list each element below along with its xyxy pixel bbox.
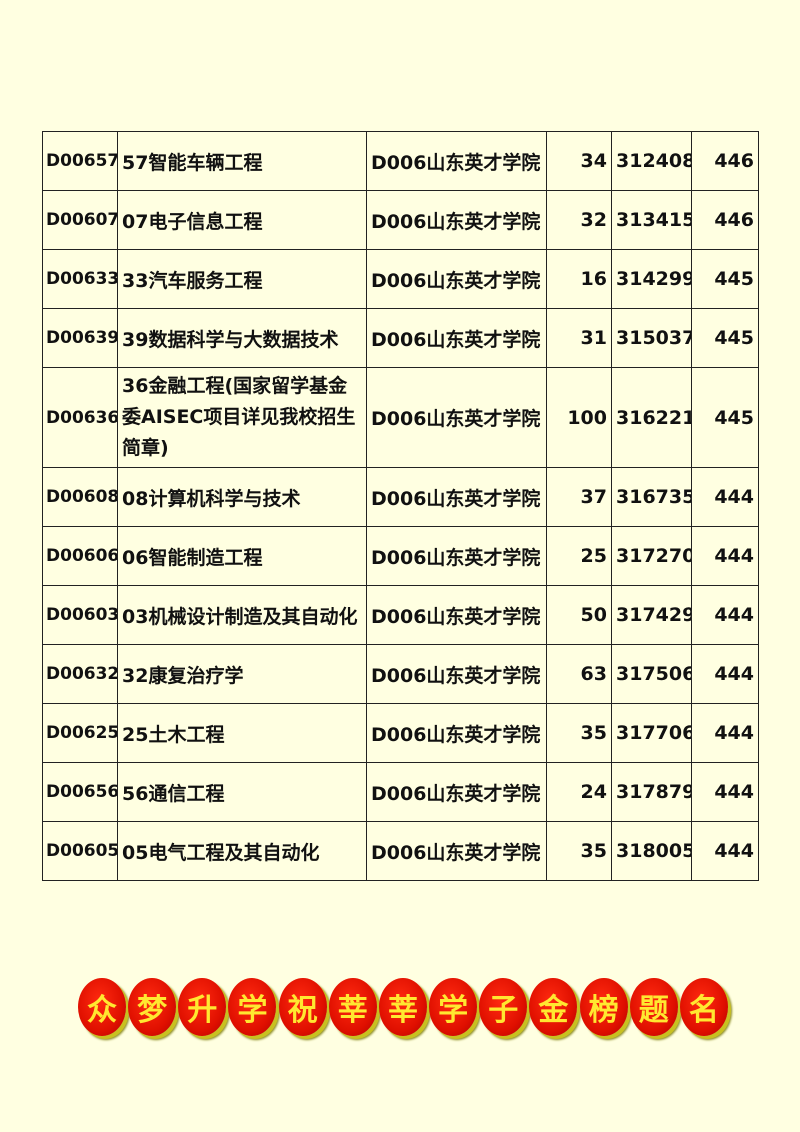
admission-table: D00657 57智能车辆工程 D006山东英才学院 34 312408 446 D0060… (42, 131, 759, 881)
major-cell: 32康复治疗学 (117, 644, 367, 704)
banner-char-coin: 升 (178, 978, 227, 1036)
major-cell: 03机械设计制造及其自动化 (117, 585, 367, 645)
major-cell: 33汽车服务工程 (117, 249, 367, 309)
code-cell: D00632 (42, 644, 118, 704)
school-cell: D006山东英才学院 (366, 762, 547, 822)
rank-cell: 312408 (611, 131, 692, 191)
plan-count-cell: 63 (546, 644, 612, 704)
plan-count-cell: 32 (546, 190, 612, 250)
rank-cell: 314299 (611, 249, 692, 309)
table-row: D00605 05电气工程及其自动化 D006山东英才学院 35 318005 444 (42, 821, 759, 881)
table-row: D00603 03机械设计制造及其自动化 D006山东英才学院 50 317429 444 (42, 585, 759, 645)
score-cell: 444 (691, 526, 759, 586)
score-cell: 445 (691, 249, 759, 309)
plan-count-cell: 16 (546, 249, 612, 309)
major-cell: 06智能制造工程 (117, 526, 367, 586)
rank-cell: 317706 (611, 703, 692, 763)
table-row: D00607 07电子信息工程 D006山东英才学院 32 313415 446 (42, 190, 759, 250)
banner-char-coin: 学 (429, 978, 478, 1036)
plan-count-cell: 24 (546, 762, 612, 822)
major-cell: 57智能车辆工程 (117, 131, 367, 191)
plan-count-cell: 31 (546, 308, 612, 368)
school-cell: D006山东英才学院 (366, 131, 547, 191)
banner-char-coin: 题 (629, 978, 678, 1036)
code-cell: D00656 (42, 762, 118, 822)
plan-count-cell: 50 (546, 585, 612, 645)
major-cell: 07电子信息工程 (117, 190, 367, 250)
rank-cell: 315037 (611, 308, 692, 368)
rank-cell: 313415 (611, 190, 692, 250)
banner-char-coin: 祝 (278, 978, 327, 1036)
major-cell: 36金融工程(国家留学基金委AISEC项目详见我校招生简章) (117, 367, 367, 468)
banner-char-coin: 梦 (128, 978, 177, 1036)
banner-char-coin: 子 (479, 978, 528, 1036)
score-cell: 445 (691, 308, 759, 368)
school-cell: D006山东英才学院 (366, 308, 547, 368)
table-row: D00639 39数据科学与大数据技术 D006山东英才学院 31 315037 445 (42, 308, 759, 368)
score-cell: 444 (691, 703, 759, 763)
score-cell: 444 (691, 585, 759, 645)
table-row: D00656 56通信工程 D006山东英才学院 24 317879 444 (42, 762, 759, 822)
school-cell: D006山东英才学院 (366, 644, 547, 704)
plan-count-cell: 25 (546, 526, 612, 586)
school-cell: D006山东英才学院 (366, 585, 547, 645)
table-row: D00625 25土木工程 D006山东英才学院 35 317706 444 (42, 703, 759, 763)
rank-cell: 317506 (611, 644, 692, 704)
score-cell: 444 (691, 467, 759, 527)
score-cell: 446 (691, 131, 759, 191)
score-cell: 445 (691, 367, 759, 468)
code-cell: D00605 (42, 821, 118, 881)
rank-cell: 317429 (611, 585, 692, 645)
banner-char-coin: 莘 (328, 978, 377, 1036)
major-cell: 39数据科学与大数据技术 (117, 308, 367, 368)
school-cell: D006山东英才学院 (366, 467, 547, 527)
rank-cell: 317270 (611, 526, 692, 586)
school-cell: D006山东英才学院 (366, 526, 547, 586)
rank-cell: 316221 (611, 367, 692, 468)
table-row: D00608 08计算机科学与技术 D006山东英才学院 37 316735 444 (42, 467, 759, 527)
school-cell: D006山东英才学院 (366, 703, 547, 763)
code-cell: D00625 (42, 703, 118, 763)
code-cell: D00607 (42, 190, 118, 250)
major-cell: 05电气工程及其自动化 (117, 821, 367, 881)
congratulations-banner: 众梦升学祝莘莘学子金榜题名 (78, 978, 728, 1040)
school-cell: D006山东英才学院 (366, 821, 547, 881)
code-cell: D00633 (42, 249, 118, 309)
plan-count-cell: 34 (546, 131, 612, 191)
rank-cell: 316735 (611, 467, 692, 527)
school-cell: D006山东英才学院 (366, 367, 547, 468)
banner-char-coin: 学 (228, 978, 277, 1036)
rank-cell: 318005 (611, 821, 692, 881)
score-cell: 444 (691, 821, 759, 881)
banner-char-coin: 名 (679, 978, 728, 1036)
code-cell: D00636 (42, 367, 118, 468)
table-row: D00633 33汽车服务工程 D006山东英才学院 16 314299 445 (42, 249, 759, 309)
plan-count-cell: 100 (546, 367, 612, 468)
table-row: D00636 36金融工程(国家留学基金委AISEC项目详见我校招生简章) D006… (42, 367, 759, 468)
table-row: D00657 57智能车辆工程 D006山东英才学院 34 312408 446 (42, 131, 759, 191)
code-cell: D00608 (42, 467, 118, 527)
school-cell: D006山东英才学院 (366, 190, 547, 250)
table-row: D00606 06智能制造工程 D006山东英才学院 25 317270 444 (42, 526, 759, 586)
banner-char-coin: 金 (529, 978, 578, 1036)
score-cell: 444 (691, 644, 759, 704)
major-cell: 08计算机科学与技术 (117, 467, 367, 527)
banner-char-coin: 众 (78, 978, 126, 1036)
table-row: D00632 32康复治疗学 D006山东英才学院 63 317506 444 (42, 644, 759, 704)
banner-char-coin: 莘 (378, 978, 427, 1036)
code-cell: D00603 (42, 585, 118, 645)
code-cell: D00606 (42, 526, 118, 586)
score-cell: 444 (691, 762, 759, 822)
code-cell: D00639 (42, 308, 118, 368)
score-cell: 446 (691, 190, 759, 250)
code-cell: D00657 (42, 131, 118, 191)
plan-count-cell: 37 (546, 467, 612, 527)
plan-count-cell: 35 (546, 703, 612, 763)
major-cell: 25土木工程 (117, 703, 367, 763)
plan-count-cell: 35 (546, 821, 612, 881)
rank-cell: 317879 (611, 762, 692, 822)
major-cell: 56通信工程 (117, 762, 367, 822)
banner-char-coin: 榜 (579, 978, 628, 1036)
school-cell: D006山东英才学院 (366, 249, 547, 309)
